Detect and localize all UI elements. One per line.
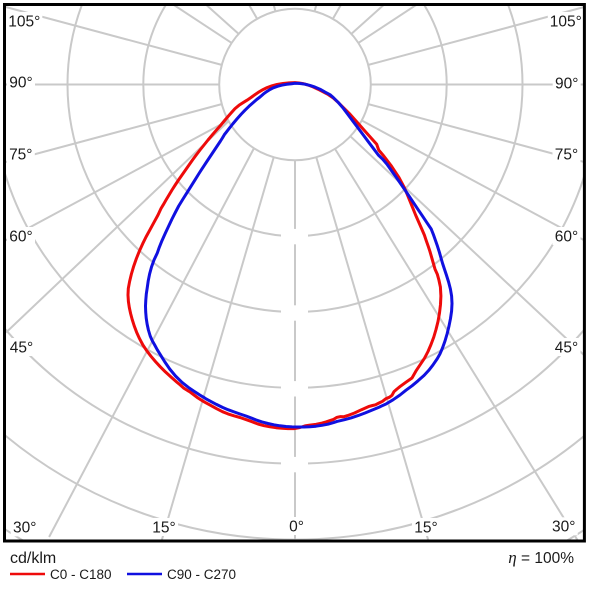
- svg-text:η = 100%: η = 100%: [508, 548, 574, 567]
- svg-text:105°: 105°: [8, 13, 40, 30]
- svg-text:C0 - C180: C0 - C180: [50, 567, 112, 582]
- svg-text:60°: 60°: [555, 228, 578, 245]
- svg-text:0°: 0°: [289, 518, 304, 535]
- svg-text:45°: 45°: [10, 339, 33, 356]
- svg-text:90°: 90°: [9, 75, 32, 92]
- svg-text:90°: 90°: [555, 76, 578, 93]
- svg-text:15°: 15°: [414, 519, 437, 536]
- svg-text:30°: 30°: [552, 519, 575, 536]
- svg-text:105°: 105°: [550, 13, 582, 30]
- svg-text:75°: 75°: [555, 146, 578, 163]
- svg-text:45°: 45°: [555, 339, 578, 356]
- svg-text:C90 - C270: C90 - C270: [167, 567, 236, 582]
- svg-text:60°: 60°: [9, 228, 32, 245]
- svg-text:15°: 15°: [152, 519, 175, 536]
- svg-text:75°: 75°: [9, 146, 32, 163]
- svg-text:30°: 30°: [13, 520, 36, 537]
- svg-text:cd/klm: cd/klm: [10, 550, 56, 567]
